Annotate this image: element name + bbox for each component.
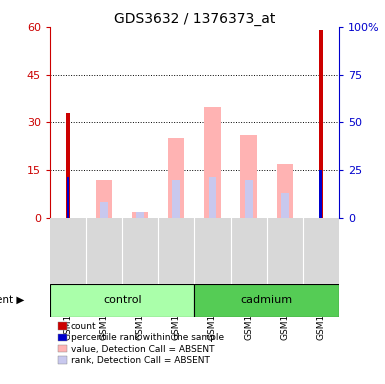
Bar — [204, 106, 221, 218]
Bar — [136, 212, 144, 218]
Bar — [244, 180, 253, 218]
Title: GDS3632 / 1376373_at: GDS3632 / 1376373_at — [114, 12, 275, 26]
Bar — [318, 30, 323, 218]
Bar — [172, 180, 180, 218]
Legend: count, percentile rank within the sample, value, Detection Call = ABSENT, rank, : count, percentile rank within the sample… — [55, 319, 228, 369]
Bar — [320, 170, 322, 218]
FancyBboxPatch shape — [50, 284, 194, 317]
FancyBboxPatch shape — [194, 284, 339, 317]
Text: cadmium: cadmium — [241, 296, 293, 306]
Bar — [96, 180, 112, 218]
Bar — [67, 177, 69, 218]
Bar — [281, 193, 289, 218]
Text: control: control — [103, 296, 142, 306]
Bar — [66, 113, 70, 218]
Bar — [209, 177, 216, 218]
Bar — [241, 135, 257, 218]
Bar — [276, 164, 293, 218]
Bar — [168, 138, 184, 218]
Bar — [100, 202, 108, 218]
Text: agent ▶: agent ▶ — [0, 296, 25, 306]
Bar — [132, 212, 148, 218]
